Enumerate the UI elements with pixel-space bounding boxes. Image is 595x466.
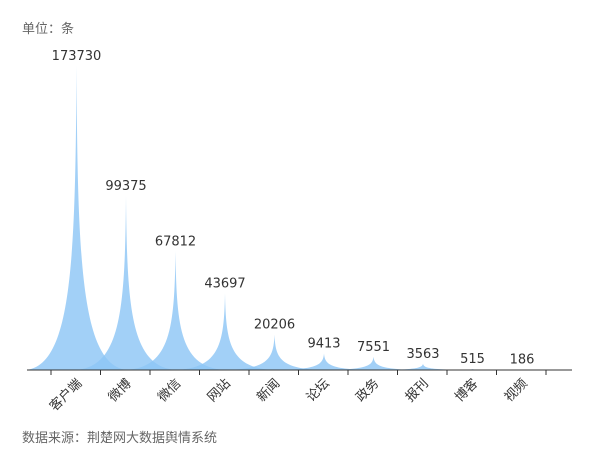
peak-2 — [76, 196, 176, 370]
category-label: 微信 — [155, 376, 184, 405]
ticks-layer — [50, 370, 547, 375]
value-label: 186 — [510, 353, 535, 368]
source-label: 数据来源：荆楚网大数据舆情系统 — [22, 431, 218, 446]
category-label: 报刊 — [403, 376, 432, 405]
category-label: 微博 — [106, 376, 135, 405]
category-label: 客户端 — [46, 376, 85, 415]
peak-6 — [274, 353, 374, 370]
category-label: 论坛 — [304, 376, 333, 405]
value-label: 67812 — [155, 234, 196, 249]
peaks-layer — [26, 66, 572, 370]
peak-1 — [26, 66, 127, 370]
category-label: 网站 — [205, 376, 234, 405]
category-label: 博客 — [452, 376, 482, 406]
value-label: 99375 — [105, 179, 146, 194]
category-label: 政务 — [353, 376, 383, 406]
value-label: 515 — [460, 352, 485, 367]
category-label: 新闻 — [254, 376, 284, 406]
value-label: 43697 — [204, 277, 245, 292]
unit-label: 单位：条 — [22, 22, 75, 37]
value-label: 3563 — [406, 347, 439, 362]
peak-8 — [373, 363, 473, 370]
category-labels-layer: 客户端 微博 微信 网站 新闻 论坛 政务 报刊 博客 视频 — [46, 376, 530, 415]
value-label: 7551 — [357, 340, 390, 355]
value-labels-layer: 173730 99375 67812 43697 20206 9413 7551 3563 51… — [52, 49, 535, 368]
peak-4 — [175, 293, 275, 370]
peak-3 — [125, 251, 226, 370]
peak-7 — [323, 356, 424, 370]
category-label: 视频 — [502, 376, 531, 405]
value-label: 20206 — [254, 318, 295, 333]
value-label: 173730 — [52, 49, 102, 64]
value-label: 9413 — [307, 337, 340, 352]
peak-5 — [224, 334, 325, 370]
